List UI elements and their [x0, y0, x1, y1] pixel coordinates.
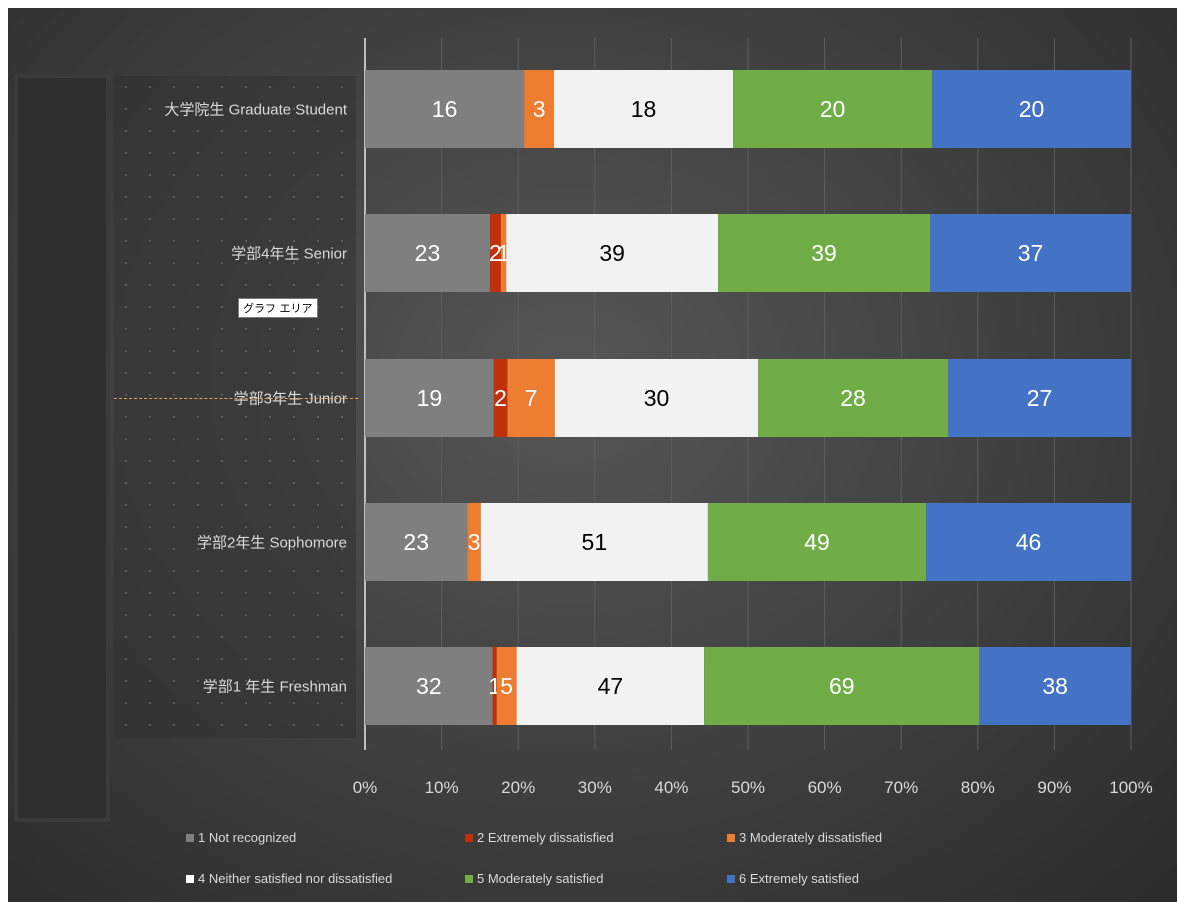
bar-segment[interactable]: [516, 647, 705, 725]
bar-segment[interactable]: [926, 503, 1131, 581]
bar-segment[interactable]: [365, 503, 468, 581]
tick-label: 30%: [577, 778, 612, 797]
legend-entry[interactable]: 6 Extremely satisfied: [727, 871, 859, 886]
bar-segment[interactable]: [489, 214, 501, 292]
data-label: 49: [804, 529, 830, 555]
data-label: 51: [582, 529, 608, 555]
bar-segment[interactable]: [524, 70, 555, 148]
data-label: 23: [415, 240, 441, 266]
bar-segment[interactable]: [467, 503, 481, 581]
data-label: 5: [500, 673, 513, 699]
tick-label: 60%: [807, 778, 842, 797]
legend-swatch: [465, 874, 473, 883]
bar-segment[interactable]: [365, 214, 490, 292]
category-label: 大学院生 Graduate Student: [164, 101, 347, 119]
tick-label: 10%: [424, 778, 459, 797]
data-label: 46: [1016, 529, 1042, 555]
bar-segment[interactable]: [500, 214, 507, 292]
selection-indicator-line: [114, 398, 358, 399]
tick-label: 20%: [501, 778, 536, 797]
data-label: 20: [1019, 96, 1045, 122]
legend-label: 3 Moderately dissatisfied: [739, 830, 883, 845]
legend-label: 4 Neither satisfied nor dissatisfied: [198, 871, 393, 886]
data-label: 19: [417, 385, 443, 411]
data-label: 69: [829, 673, 855, 699]
bar-segment[interactable]: [365, 359, 494, 437]
tick-label: 90%: [1037, 778, 1072, 797]
category-label: 学部4年生 Senior: [231, 245, 347, 263]
data-label: 3: [533, 96, 546, 122]
tick-label: 80%: [960, 778, 995, 797]
bar-segment[interactable]: [496, 647, 517, 725]
tick-label: 100%: [1109, 778, 1153, 797]
legend-entry[interactable]: 3 Moderately dissatisfied: [727, 830, 882, 845]
bar-segment[interactable]: [365, 647, 493, 725]
bar-segment[interactable]: [554, 70, 734, 148]
tick-label: 50%: [730, 778, 766, 797]
data-label: 28: [840, 385, 866, 411]
category-axis-panel: [114, 76, 356, 738]
data-label: 2: [494, 385, 507, 411]
bar-segment[interactable]: [507, 359, 555, 437]
tick-label: 0%: [352, 778, 378, 797]
bar-segment[interactable]: [365, 70, 525, 148]
legend-label: 1 Not recognized: [198, 830, 297, 845]
data-label: 39: [811, 240, 837, 266]
data-label: 38: [1042, 673, 1068, 699]
bar-segment[interactable]: [707, 503, 927, 581]
category-label: 学部2年生 Sophomore: [196, 534, 347, 552]
data-label: 27: [1027, 385, 1053, 411]
data-label: 47: [598, 673, 624, 699]
bar-segment[interactable]: [733, 70, 933, 148]
category-label: 学部3年生 Junior: [233, 390, 347, 408]
chart-area-tooltip: グラフ エリア: [238, 298, 318, 318]
data-label: 32: [416, 673, 442, 699]
bar-segment[interactable]: [929, 214, 1131, 292]
legend-swatch: [186, 833, 194, 842]
legend-entry[interactable]: 4 Neither satisfied nor dissatisfied: [186, 871, 392, 886]
data-label: 23: [403, 529, 429, 555]
legend-entry[interactable]: 2 Extremely dissatisfied: [465, 830, 614, 845]
tick-label: 40%: [654, 778, 689, 797]
category-label: 学部1 年生 Freshman: [202, 678, 347, 696]
bar-segment[interactable]: [704, 647, 980, 725]
data-label: 16: [432, 96, 458, 122]
data-label: 20: [820, 96, 846, 122]
bar-segment[interactable]: [492, 647, 497, 725]
data-label: 18: [631, 96, 657, 122]
bar-segment[interactable]: [979, 647, 1131, 725]
bar-segment[interactable]: [554, 359, 759, 437]
legend-label: 5 Moderately satisfied: [477, 871, 604, 886]
data-label: 7: [525, 385, 538, 411]
bar-segment[interactable]: [932, 70, 1131, 148]
data-label: 39: [599, 240, 625, 266]
bar-segment[interactable]: [947, 359, 1131, 437]
legend-label: 2 Extremely dissatisfied: [477, 830, 614, 845]
data-label: 3: [468, 529, 481, 555]
data-label: 2: [489, 240, 502, 266]
data-label: 30: [644, 385, 670, 411]
legend-entry[interactable]: 1 Not recognized: [186, 830, 296, 845]
legend-swatch: [465, 833, 473, 842]
bar-segment[interactable]: [718, 214, 930, 292]
selected-panel: [14, 74, 110, 822]
legend-swatch: [727, 833, 735, 842]
bar-segment[interactable]: [480, 503, 708, 581]
legend-swatch: [727, 874, 735, 883]
legend-entry[interactable]: 5 Moderately satisfied: [465, 871, 603, 886]
tick-label: 70%: [884, 778, 919, 797]
data-label: 37: [1018, 240, 1044, 266]
bar-segment[interactable]: [506, 214, 719, 292]
bar-segment[interactable]: [493, 359, 508, 437]
chart-area[interactable]: 16 3 18 20 20 23 2 1 39 39 37 19 2 7 30 28 27 23 3 51 49 46 32…: [8, 8, 1177, 902]
legend-label: 6 Extremely satisfied: [739, 871, 859, 886]
bar-segment[interactable]: [758, 359, 948, 437]
legend-swatch: [186, 874, 194, 883]
